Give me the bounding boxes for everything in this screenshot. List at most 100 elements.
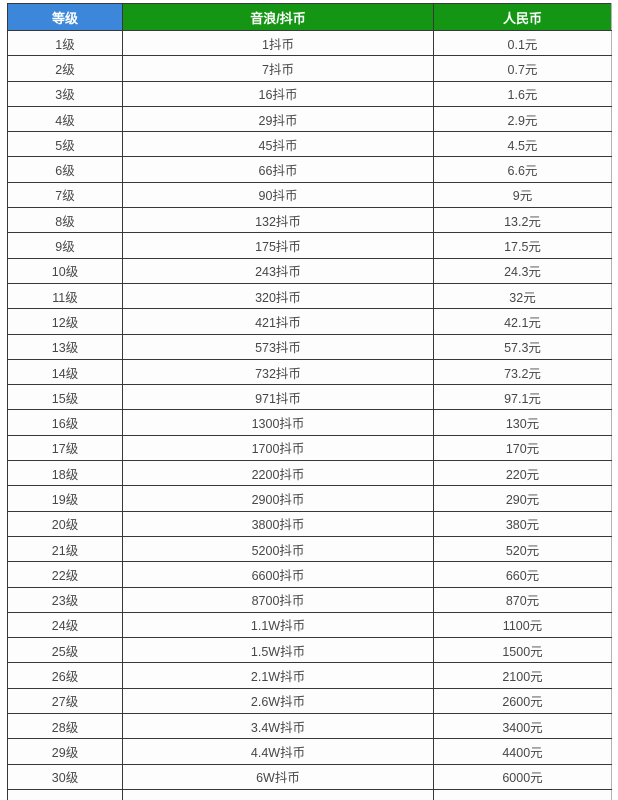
rmb-cell: 13.2元 [433,207,612,234]
level-cell: 20级 [7,510,123,537]
coin-cell: 132抖币 [122,207,434,234]
table-row: 30级 6W抖币 6000元 [7,763,612,790]
table-row: 1级 1抖币 0.1元 [7,29,612,57]
level-cell: 6级 [7,156,123,183]
table-row: 3级 16抖币 1.6元 [7,80,612,107]
partial-table-row [7,788,612,800]
level-cell: 27级 [7,687,123,715]
level-cell: 19级 [7,485,123,512]
table-row: 16级 1300抖币 130元 [7,409,612,436]
table-row: 17级 1700抖币 170元 [7,434,612,462]
level-cell: 24级 [7,611,123,639]
rmb-cell: 2100元 [433,662,612,689]
rmb-cell: 3400元 [433,713,612,740]
level-cell: 5级 [7,131,123,158]
douyin-level-price-table: 等级 音浪/抖币 人民币 1级 1抖币 0.1元 2级 7抖币 0.7元 3级 16抖币 1.6… [7,3,612,800]
coin-cell: 2200抖币 [122,460,434,487]
rmb-cell: 870元 [433,586,612,613]
rmb-cell [433,788,612,800]
rmb-cell: 0.1元 [433,29,612,57]
level-cell: 22级 [7,561,123,588]
table-row: 27级 2.6W抖币 2600元 [7,687,612,715]
coin-cell: 3800抖币 [122,510,434,537]
rmb-cell: 1.6元 [433,80,612,107]
rmb-cell: 4400元 [433,738,612,765]
table-row: 25级 1.5W抖币 1500元 [7,637,612,664]
level-cell: 13级 [7,333,123,360]
table-row: 19级 2900抖币 290元 [7,485,612,512]
coin-cell: 573抖币 [122,333,434,360]
coin-cell: 320抖币 [122,282,434,310]
level-cell: 7级 [7,181,123,209]
rmb-cell: 17.5元 [433,232,612,259]
rmb-cell: 2600元 [433,687,612,715]
table-row: 11级 320抖币 32元 [7,282,612,310]
level-cell: 18级 [7,460,123,487]
coin-cell: 732抖币 [122,358,434,386]
table-row: 29级 4.4W抖币 4400元 [7,738,612,765]
coin-cell: 971抖币 [122,384,434,411]
level-cell: 2级 [7,55,123,82]
level-cell: 26级 [7,662,123,689]
table-row: 13级 573抖币 57.3元 [7,333,612,360]
coin-cell: 4.4W抖币 [122,738,434,765]
coin-cell: 2.6W抖币 [122,687,434,715]
header-coins: 音浪/抖币 [122,3,434,31]
coin-cell: 66抖币 [122,156,434,183]
rmb-cell: 9元 [433,181,612,209]
coin-cell: 1700抖币 [122,434,434,462]
table-row: 22级 6600抖币 660元 [7,561,612,588]
table-row: 6级 66抖币 6.6元 [7,156,612,183]
rmb-cell: 32元 [433,282,612,310]
header-level: 等级 [7,3,123,31]
rmb-cell: 520元 [433,535,612,563]
level-cell: 10级 [7,257,123,284]
level-cell: 25级 [7,637,123,664]
level-cell: 8级 [7,207,123,234]
coin-cell: 6600抖币 [122,561,434,588]
header-row: 等级 音浪/抖币 人民币 [7,3,612,31]
coin-cell: 1.1W抖币 [122,611,434,639]
level-cell: 4级 [7,105,123,133]
rmb-cell: 73.2元 [433,358,612,386]
level-cell: 14级 [7,358,123,386]
table-row: 15级 971抖币 97.1元 [7,384,612,411]
coin-cell: 2900抖币 [122,485,434,512]
level-cell: 28级 [7,713,123,740]
rmb-cell: 130元 [433,409,612,436]
header-rmb: 人民币 [433,3,612,31]
rmb-cell: 2.9元 [433,105,612,133]
coin-cell: 1300抖币 [122,409,434,436]
level-cell: 30级 [7,763,123,790]
table-row: 26级 2.1W抖币 2100元 [7,662,612,689]
coin-cell: 1.5W抖币 [122,637,434,664]
coin-cell: 421抖币 [122,308,434,335]
coin-cell: 90抖币 [122,181,434,209]
rmb-cell: 170元 [433,434,612,462]
rmb-cell: 1100元 [433,611,612,639]
rmb-cell: 57.3元 [433,333,612,360]
level-cell: 23级 [7,586,123,613]
rmb-cell: 97.1元 [433,384,612,411]
rmb-cell: 6000元 [433,763,612,790]
rmb-cell: 0.7元 [433,55,612,82]
coin-cell: 3.4W抖币 [122,713,434,740]
table-row: 23级 8700抖币 870元 [7,586,612,613]
rmb-cell: 24.3元 [433,257,612,284]
table-row: 2级 7抖币 0.7元 [7,55,612,82]
level-cell: 3级 [7,80,123,107]
table-body: 1级 1抖币 0.1元 2级 7抖币 0.7元 3级 16抖币 1.6元 4级 29抖币 2.9元 5级… [7,29,612,800]
coin-cell: 45抖币 [122,131,434,158]
table-row: 28级 3.4W抖币 3400元 [7,713,612,740]
table-row: 10级 243抖币 24.3元 [7,257,612,284]
coin-cell: 6W抖币 [122,763,434,790]
coin-cell: 29抖币 [122,105,434,133]
coin-cell [122,788,434,800]
rmb-cell: 42.1元 [433,308,612,335]
level-cell: 16级 [7,409,123,436]
level-cell [7,788,123,800]
table-row: 12级 421抖币 42.1元 [7,308,612,335]
rmb-cell: 290元 [433,485,612,512]
table-row: 20级 3800抖币 380元 [7,510,612,537]
